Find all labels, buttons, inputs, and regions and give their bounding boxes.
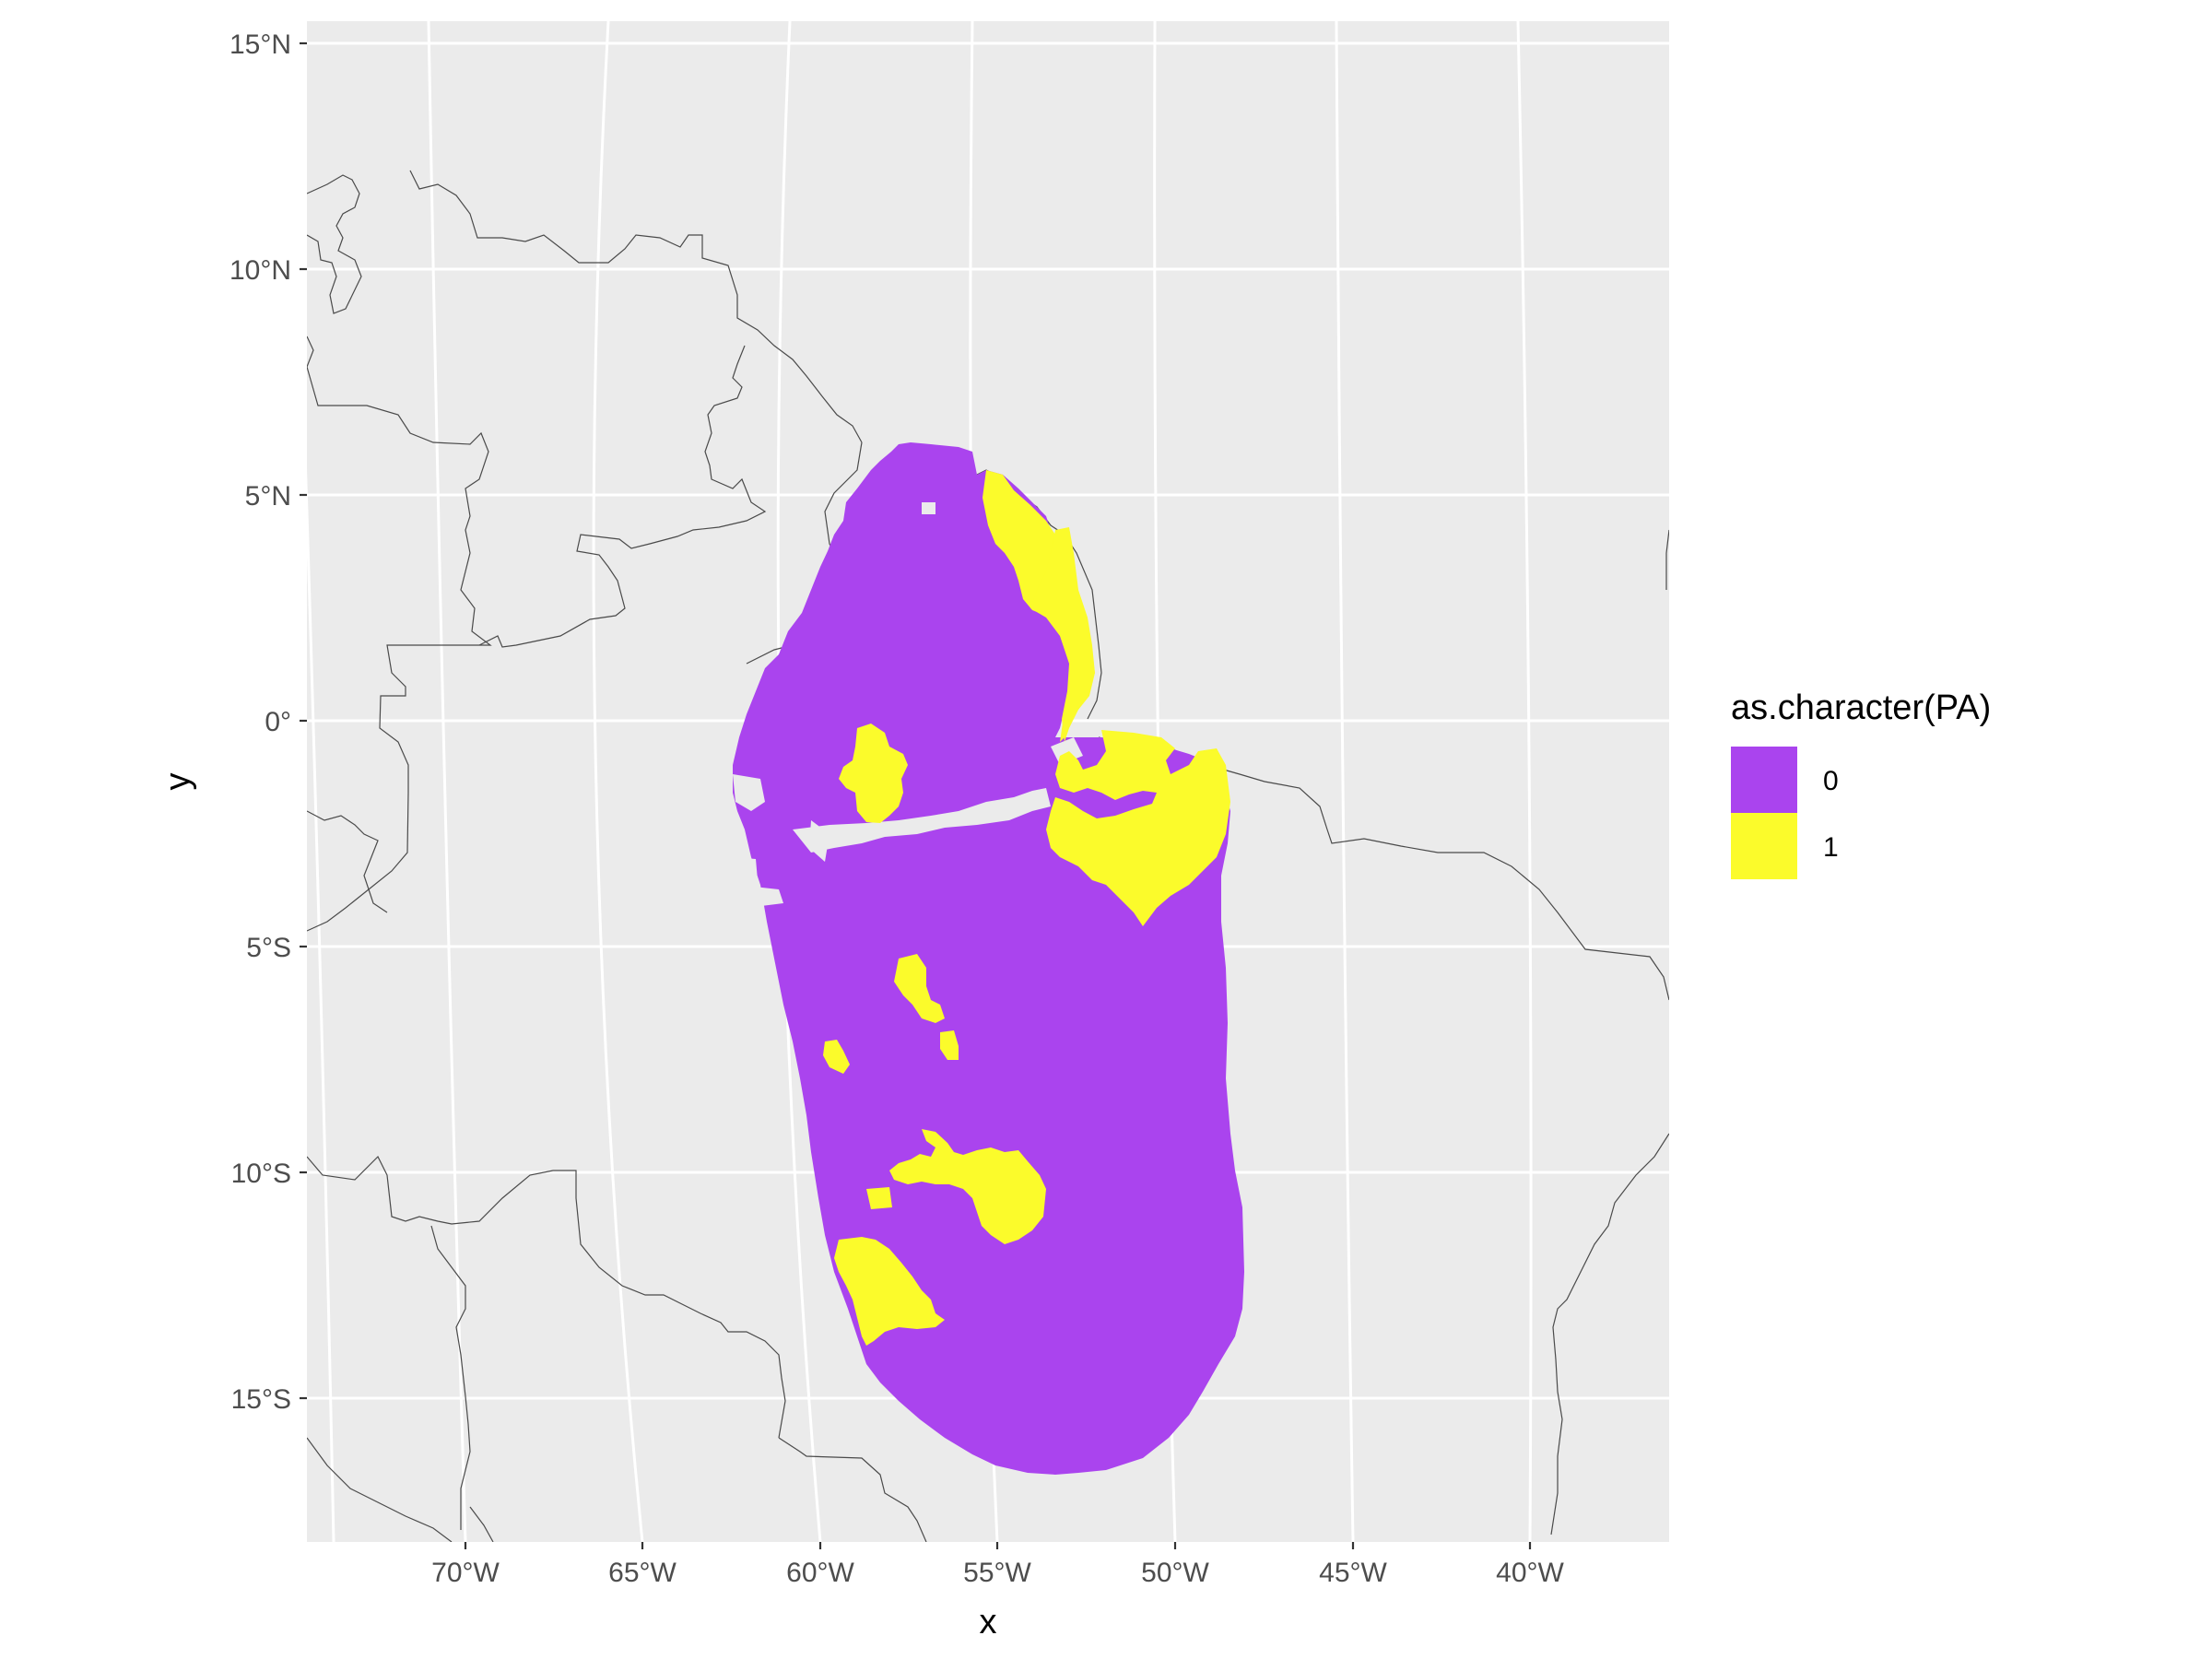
x-tick-label-55w: 55°W xyxy=(963,1558,1031,1588)
legend-label-0: 0 xyxy=(1823,766,1839,796)
presence-region-south-2 xyxy=(866,1187,892,1209)
x-axis-title: x xyxy=(980,1603,997,1641)
border-bolivia-south xyxy=(778,1437,927,1542)
y-tick-label-15s: 15°S xyxy=(231,1384,291,1415)
y-tick-label-15n: 15°N xyxy=(229,29,291,60)
country-borders xyxy=(307,170,1669,1542)
presence-region-west xyxy=(839,724,908,823)
gridline-lon-75w xyxy=(307,468,335,1542)
coastline-caribbean xyxy=(307,174,362,314)
border-bolivia-paraguay xyxy=(469,1506,494,1542)
x-tick-label-40w: 40°W xyxy=(1496,1558,1564,1588)
presence-region-south-1 xyxy=(889,1129,1046,1244)
y-axis: 15°N 10°N 5°N 0° 5°S 10°S 15°S xyxy=(229,29,307,1415)
x-tick-label-50w: 50°W xyxy=(1141,1558,1209,1588)
x-tick-label-45w: 45°W xyxy=(1319,1558,1387,1588)
nodata-gap-west-2 xyxy=(733,857,758,880)
gridline-lon-70w xyxy=(427,21,467,1542)
presence-region-mouth xyxy=(1046,730,1230,926)
presence-regions xyxy=(823,470,1230,1346)
nodata-gap-west-1 xyxy=(733,774,765,811)
border-venezuela-brazil xyxy=(478,345,767,648)
x-tick-label-70w: 70°W xyxy=(431,1558,500,1588)
x-tick-label-60w: 60°W xyxy=(786,1558,854,1588)
pa-raster xyxy=(733,442,1244,1475)
nodata-gap-west-3 xyxy=(737,885,783,908)
border-venezuela-colombia xyxy=(307,810,388,913)
y-tick-label-10n: 10°N xyxy=(229,255,291,286)
absence-region xyxy=(733,442,1244,1475)
coastline-venezuela-guyana xyxy=(409,170,863,443)
coastline-peru xyxy=(307,1437,453,1542)
legend-title: as.character(PA) xyxy=(1731,688,1991,727)
nodata-gaps xyxy=(733,502,1083,908)
nodata-gap-central-band xyxy=(793,788,1051,853)
presence-region-south-3 xyxy=(834,1237,945,1346)
nodata-gap-north-1 xyxy=(922,502,935,514)
gridline-lon-65w xyxy=(592,21,644,1542)
y-tick-label-10s: 10°S xyxy=(231,1159,291,1189)
gridline-lon-45w xyxy=(1335,21,1355,1542)
legend: as.character(PA) 0 1 xyxy=(1731,688,1991,879)
presence-region-center-1 xyxy=(894,954,945,1023)
coastline-ne-brazil xyxy=(1665,529,1669,590)
legend-swatch-1 xyxy=(1731,813,1797,879)
x-axis: 70°W 65°W 60°W 55°W 50°W 45°W 40°W xyxy=(431,1542,1565,1588)
presence-region-center-2 xyxy=(823,1040,850,1074)
coastline-brazil-east xyxy=(1550,1133,1669,1535)
border-peru-bolivia xyxy=(307,1155,786,1439)
legend-swatch-0 xyxy=(1731,747,1797,813)
gridline-lon-40w xyxy=(1516,21,1533,1542)
presence-region-amapa xyxy=(1030,527,1095,742)
y-axis-title: y xyxy=(159,773,197,791)
legend-label-1: 1 xyxy=(1823,832,1839,863)
coastline-north-venezuela xyxy=(307,335,492,932)
x-tick-label-65w: 65°W xyxy=(608,1558,677,1588)
y-tick-label-5s: 5°S xyxy=(246,933,291,963)
presence-region-center-3 xyxy=(940,1030,959,1060)
nodata-gap-west-4 xyxy=(809,820,830,862)
y-tick-label-5n: 5°N xyxy=(245,481,291,512)
border-bolivia-west xyxy=(430,1225,471,1530)
y-tick-label-0: 0° xyxy=(265,707,291,737)
